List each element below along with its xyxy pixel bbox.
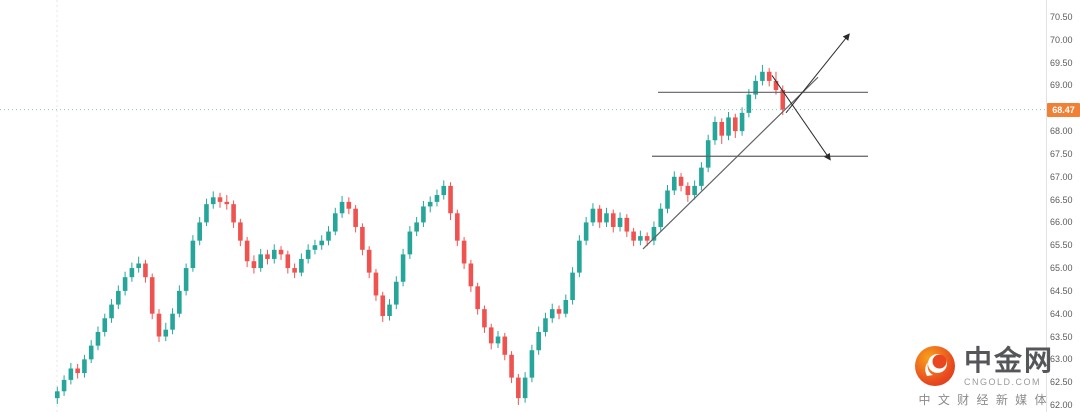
price-tick: 65.00 [1050,263,1073,274]
price-axis[interactable]: 70.50 70.00 69.50 69.00 68.00 67.50 67.00 66.50… [1046,0,1080,412]
brand-name: 中金网 [963,344,1054,376]
price-tick: 66.00 [1050,217,1073,228]
price-tick: 70.00 [1050,34,1073,45]
cngold-logo-icon [914,346,955,386]
price-tick: 69.00 [1050,80,1073,91]
price-tick: 68.00 [1050,126,1073,137]
site-watermark: 中金网 CNGOLD.COM 中 文 财 经 新 媒 体 [913,344,1054,408]
price-tick: 64.50 [1050,285,1073,296]
price-tick: 62.00 [1050,400,1073,410]
trend-annotations[interactable] [642,33,868,250]
brand-domain: CNGOLD.COM [963,376,1041,387]
price-tick: 69.50 [1050,57,1073,68]
price-tick: 70.50 [1050,12,1073,22]
price-tick: 65.50 [1050,240,1073,251]
price-tick: 62.50 [1050,377,1073,388]
candlestick-series[interactable] [55,64,786,405]
price-tick: 67.50 [1050,148,1073,159]
last-price-badge: 68.47 [1047,102,1080,117]
price-tick: 63.50 [1050,331,1073,342]
price-tick: 63.00 [1050,354,1073,365]
brand-tagline: 中 文 财 经 新 媒 体 [918,393,1049,407]
price-tick: 66.50 [1050,194,1073,205]
price-tick: 67.00 [1050,171,1073,182]
price-tick: 64.00 [1050,308,1073,319]
